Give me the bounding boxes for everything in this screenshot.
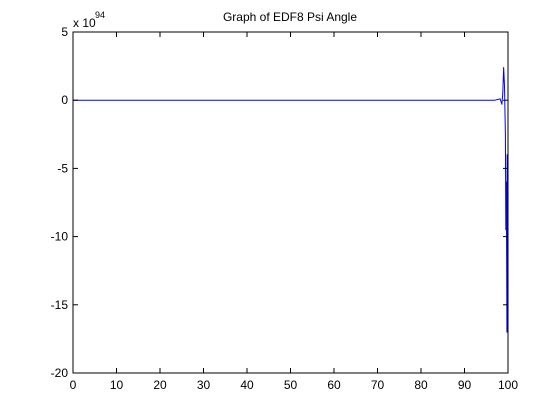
x-tick-label: 30 xyxy=(197,378,211,392)
y-tick-label: 5 xyxy=(61,25,68,39)
y-tick-label: -20 xyxy=(51,366,69,380)
x-tick-label: 70 xyxy=(371,378,385,392)
y-tick-label: -10 xyxy=(51,230,69,244)
x-tick-label: 50 xyxy=(284,378,298,392)
y-multiplier-exponent: 94 xyxy=(95,10,105,20)
chart-title: Graph of EDF8 Psi Angle xyxy=(223,10,357,24)
y-tick-label: -15 xyxy=(51,298,69,312)
y-tick-label: 0 xyxy=(61,93,68,107)
x-tick-label: 0 xyxy=(70,378,77,392)
x-tick-label: 100 xyxy=(498,378,518,392)
y-multiplier-base: x 10 xyxy=(73,16,96,30)
x-tick-label: 90 xyxy=(458,378,472,392)
x-tick-label: 40 xyxy=(240,378,254,392)
x-tick-label: 10 xyxy=(110,378,124,392)
series-line-0 xyxy=(73,66,508,333)
x-tick-label: 80 xyxy=(414,378,428,392)
x-tick-label: 60 xyxy=(327,378,341,392)
x-tick-label: 20 xyxy=(153,378,167,392)
y-tick-label: -5 xyxy=(57,161,68,175)
